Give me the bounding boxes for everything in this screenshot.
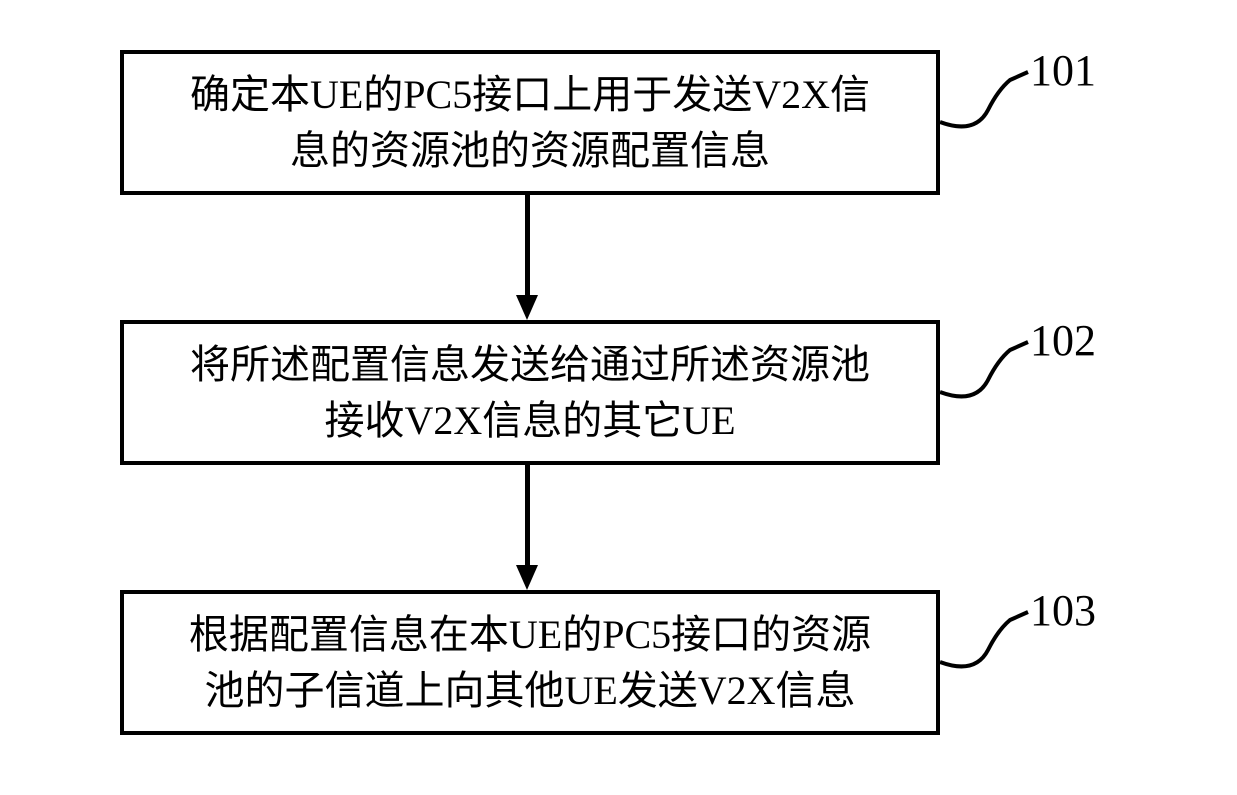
arrow-line [525, 195, 530, 298]
arrow-head [516, 295, 538, 320]
connector-102 [940, 330, 1030, 410]
step-label-103: 103 [1030, 585, 1096, 636]
flowchart-box-102: 将所述配置信息发送给通过所述资源池 接收V2X信息的其它UE [120, 320, 940, 465]
box-text: 将所述配置信息发送给通过所述资源池 接收V2X信息的其它UE [170, 327, 890, 459]
step-label-102: 102 [1030, 315, 1096, 366]
flowchart-box-103: 根据配置信息在本UE的PC5接口的资源 池的子信道上向其他UE发送V2X信息 [120, 590, 940, 735]
connector-103 [940, 600, 1030, 680]
arrow-head [516, 565, 538, 590]
connector-101 [940, 60, 1030, 140]
step-label-101: 101 [1030, 45, 1096, 96]
box-text: 根据配置信息在本UE的PC5接口的资源 池的子信道上向其他UE发送V2X信息 [169, 597, 891, 729]
arrow-line [525, 465, 530, 568]
flowchart-box-101: 确定本UE的PC5接口上用于发送V2X信 息的资源池的资源配置信息 [120, 50, 940, 195]
box-text: 确定本UE的PC5接口上用于发送V2X信 息的资源池的资源配置信息 [170, 57, 890, 189]
